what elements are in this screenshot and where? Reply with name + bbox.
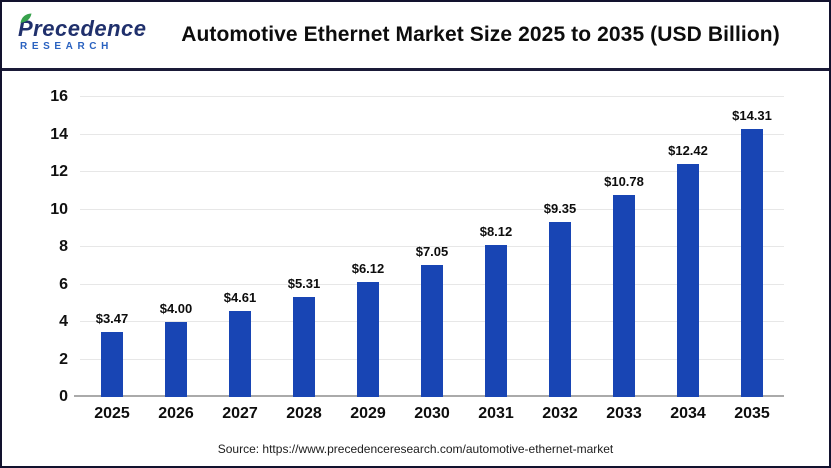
plot-area: 0 2 4 6 8 10 12 14 16 $3.47 $4.00 $4.61 $5.31 $6.12 $7…: [50, 88, 784, 405]
gridline: [80, 96, 784, 97]
y-tick-label: 4: [59, 313, 68, 330]
bar-column-2031: $8.12: [464, 97, 528, 397]
bar-value-label: $14.31: [732, 107, 772, 123]
y-tick-label: 14: [50, 125, 68, 143]
x-tick-label: 2030: [414, 405, 450, 422]
bar-value-label: $12.42: [668, 143, 708, 159]
x-tick-label: 2035: [734, 405, 770, 422]
x-tick-label: 2025: [94, 405, 130, 422]
precedence-research-logo: Precedence RESEARCH: [18, 13, 156, 52]
bar-column-2033: $10.78: [592, 97, 656, 397]
leaf-icon: [19, 12, 33, 30]
y-tick-label: 0: [59, 388, 68, 405]
bar-2027[interactable]: [229, 310, 251, 397]
bar-value-label: $8.12: [479, 223, 513, 239]
bar-column-2032: $9.35: [528, 97, 592, 397]
bar-value-label: $6.12: [351, 261, 385, 277]
bar-column-2030: $7.05: [400, 97, 464, 397]
gridline: [80, 133, 784, 135]
bar-2033[interactable]: [613, 194, 635, 397]
bar-value-label: $4.61: [223, 289, 257, 305]
bar-column-2025: $3.47: [80, 97, 144, 397]
bar-column-2026: $4.00: [144, 97, 208, 397]
chart-title: Automotive Ethernet Market Size 2025 to …: [181, 23, 780, 46]
header: Precedence RESEARCH Automotive Ethernet …: [2, 2, 829, 71]
y-tick-label: 16: [50, 88, 68, 105]
source-line: Source: https://www.precedenceresearch.c…: [217, 442, 614, 456]
bar-2032[interactable]: [549, 221, 571, 397]
gridline: [80, 208, 784, 210]
x-tick-label: 2033: [606, 405, 642, 422]
bar-2035[interactable]: [741, 128, 763, 397]
bar-2029[interactable]: [357, 282, 379, 397]
bar-value-label: $4.00: [159, 301, 193, 316]
y-tick-label: 2: [59, 350, 68, 368]
x-tick-label: 2029: [350, 405, 386, 422]
bar-column-2027: $4.61: [208, 97, 272, 397]
bar-column-2035: $14.31: [720, 97, 784, 397]
bar-column-2028: $5.31: [272, 97, 336, 397]
x-tick-label: 2031: [478, 405, 514, 422]
gridline: [80, 246, 784, 247]
x-tick-label: 2032: [542, 405, 578, 422]
gridline: [80, 171, 784, 172]
bars-row: $3.47 $4.00 $4.61 $5.31 $6.12 $7.05 $8.12 $9.35…: [80, 97, 784, 397]
bar-value-label: $3.47: [95, 310, 129, 326]
bar-2028[interactable]: [293, 297, 315, 397]
x-labels-row: 2025 2026 2027 2028 2029 2030 2031 2032 2033 2034…: [80, 405, 784, 423]
title-wrap: Automotive Ethernet Market Size 2025 to …: [156, 23, 829, 47]
bar-2030[interactable]: [421, 264, 443, 397]
bar-value-label: $5.31: [287, 276, 321, 292]
bar-value-label: $9.35: [543, 200, 577, 216]
chart-area: 0 2 4 6 8 10 12 14 16 $3.47 $4.00 $4.61 $5.31 $6.12 $7…: [2, 71, 829, 465]
y-tick-label: 8: [59, 238, 68, 255]
bar-2034[interactable]: [677, 164, 699, 397]
logo-sub-text: RESEARCH: [20, 41, 113, 52]
y-tick-label: 10: [50, 200, 68, 218]
bar-2026[interactable]: [165, 322, 187, 397]
y-tick-label: 6: [59, 275, 68, 293]
bar-2031[interactable]: [485, 244, 507, 397]
x-tick-label: 2026: [158, 405, 194, 422]
bar-column-2029: $6.12: [336, 97, 400, 397]
x-tick-label: 2034: [670, 405, 706, 422]
logo-brand-text: Precedence: [18, 16, 147, 41]
bar-column-2034: $12.42: [656, 97, 720, 397]
x-tick-label: 2028: [286, 405, 322, 422]
bar-value-label: $7.05: [415, 243, 449, 259]
bar-2025[interactable]: [101, 331, 123, 397]
x-tick-label: 2027: [222, 405, 258, 422]
bar-value-label: $10.78: [604, 173, 644, 189]
y-tick-label: 12: [50, 163, 68, 180]
